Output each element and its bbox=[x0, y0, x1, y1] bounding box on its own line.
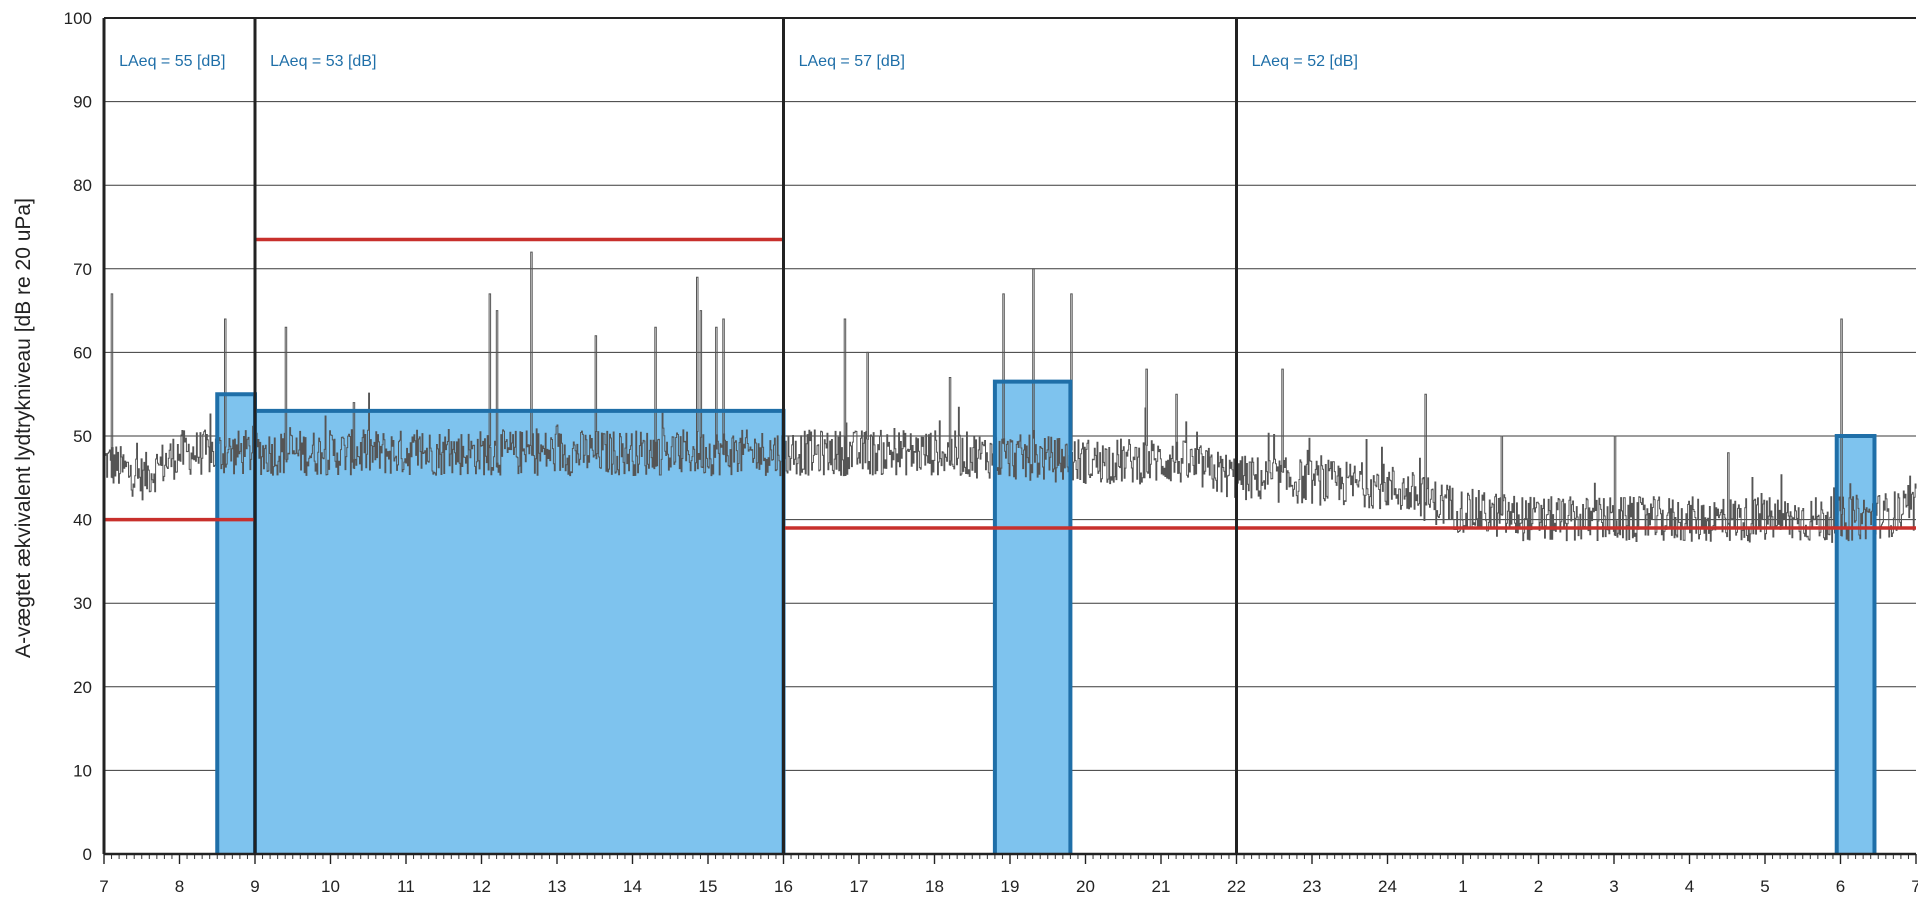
x-tick-label: 12 bbox=[472, 877, 491, 896]
period-laeq-label-0: LAeq = 55 [dB] bbox=[119, 53, 225, 70]
leq-fill-1 bbox=[255, 411, 784, 854]
y-tick-label-90: 90 bbox=[73, 93, 92, 112]
x-tick-label: 16 bbox=[774, 877, 793, 896]
x-tick-label: 7 bbox=[99, 877, 108, 896]
x-tick-label: 10 bbox=[321, 877, 340, 896]
x-tick-label: 14 bbox=[623, 877, 642, 896]
period-laeq-label-1: LAeq = 53 [dB] bbox=[270, 53, 376, 70]
y-tick-label-100: 100 bbox=[64, 9, 92, 28]
y-tick-label-50: 50 bbox=[73, 427, 92, 446]
x-tick-label: 18 bbox=[925, 877, 944, 896]
x-tick-label: 23 bbox=[1303, 877, 1322, 896]
y-tick-label-40: 40 bbox=[73, 511, 92, 530]
y-axis-label: A-vægtet ækvivalent lydtrykniveau [dB re… bbox=[12, 198, 35, 658]
x-tick-label: 19 bbox=[1001, 877, 1020, 896]
x-tick-label: 4 bbox=[1685, 877, 1694, 896]
y-tick-label-70: 70 bbox=[73, 260, 92, 279]
period-laeq-label-3: LAeq = 52 [dB] bbox=[1252, 53, 1358, 70]
x-tick-label: 21 bbox=[1152, 877, 1171, 896]
x-tick-label: 3 bbox=[1609, 877, 1618, 896]
y-tick-label-0: 0 bbox=[83, 845, 92, 864]
y-tick-label-20: 20 bbox=[73, 678, 92, 697]
x-tick-label: 7 bbox=[1911, 877, 1918, 896]
x-tick-label: 8 bbox=[175, 877, 184, 896]
x-tick-label: 20 bbox=[1076, 877, 1095, 896]
x-tick-label: 5 bbox=[1760, 877, 1769, 896]
x-tick-label: 22 bbox=[1227, 877, 1246, 896]
x-tick-label: 15 bbox=[699, 877, 718, 896]
x-tick-label: 2 bbox=[1534, 877, 1543, 896]
x-tick-label: 17 bbox=[850, 877, 869, 896]
y-tick-label-80: 80 bbox=[73, 176, 92, 195]
y-tick-label-30: 30 bbox=[73, 594, 92, 613]
y-tick-label-60: 60 bbox=[73, 343, 92, 362]
x-tick-label: 9 bbox=[250, 877, 259, 896]
x-tick-label: 13 bbox=[548, 877, 567, 896]
x-tick-label: 11 bbox=[397, 877, 415, 896]
x-tick-label: 6 bbox=[1836, 877, 1845, 896]
period-label-layer: LAeq = 55 [dB] LAeq = 53 [dB] LAeq = 57 [d… bbox=[119, 53, 1358, 70]
x-tick-label: 24 bbox=[1378, 877, 1397, 896]
period-laeq-label-2: LAeq = 57 [dB] bbox=[799, 53, 905, 70]
y-tick-label-10: 10 bbox=[73, 761, 92, 780]
x-tick-label: 1 bbox=[1458, 877, 1467, 896]
